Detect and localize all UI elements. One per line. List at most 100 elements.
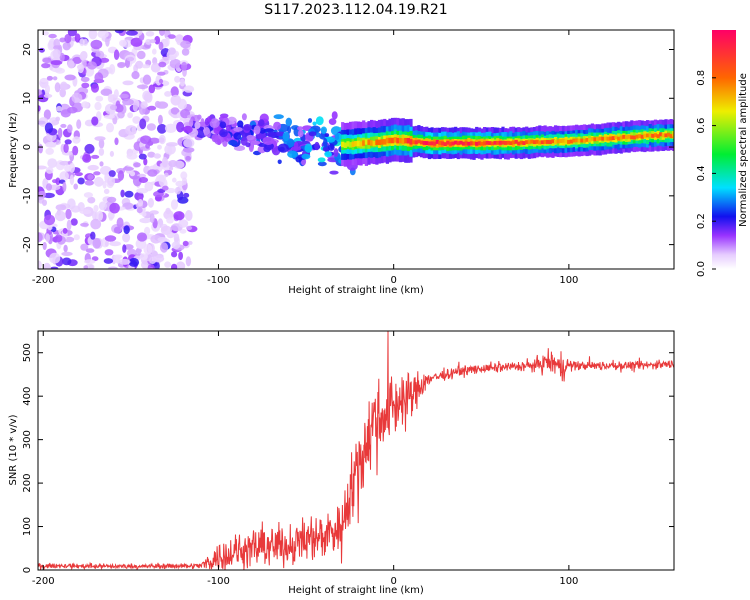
spectrogram-y-ticks: -20 -10 0 10 20 [22,43,674,253]
spectrogram-noise-blob [50,60,63,66]
snr-x-tick-label: -100 [207,576,230,587]
spectrogram-band-cell [611,136,615,140]
spectrogram-x-tick-label: 0 [390,275,396,286]
spectrogram-noise-blob [126,152,138,160]
spectrogram-noise-blob [103,188,110,195]
spectrogram-noise-blob [171,251,178,258]
spectrogram-band-cell [459,140,463,145]
colorbar-label: Normalized spectral amplitude [738,73,749,227]
snr-frame [37,330,675,571]
spectrogram-noise-blob [64,33,72,44]
spectrogram-noise-blob [81,101,90,109]
spectrogram-ridge-blob [320,126,327,134]
spectrogram-noise-blob [72,136,81,144]
spectrogram-noise-blob [145,31,155,37]
spectrogram-noise-blob [44,84,51,94]
spectrogram-band-cell [385,137,389,144]
snr-y-tick-label: 500 [22,343,33,362]
spectrogram-noise-blob [103,114,115,119]
spectrogram-band-cell [624,135,629,140]
spectrogram-noise-blob [45,183,53,191]
spectrogram-noise-blob [83,192,93,198]
spectrogram-noise-blob [136,50,146,60]
spectrogram-noise-blob [100,165,112,175]
snr-y-axis-label: SNR (10 * v/v) [8,414,19,485]
spectrogram-ridge-blob [233,126,243,132]
spectrogram-band-cell [477,141,481,146]
spectrogram-ridge-blob [219,121,227,129]
spectrogram-ridge-blob [331,111,338,120]
spectrogram-noise-blob [180,40,191,49]
spectrogram-band-cell [364,139,368,145]
spectrogram-noise-blob [38,165,47,170]
spectrogram-noise-blob [169,166,174,171]
spectrogram-x-ticks: -200 -100 0 100 [32,30,578,286]
spectrogram-noise-blob [162,185,169,191]
spectrogram-noise-blob [182,240,189,247]
spectrogram-band-cell [409,139,413,145]
spectrogram-noise-blob [150,234,162,244]
spectrogram-noise-blob [116,217,124,229]
spectrogram-noise-blob [80,76,90,82]
spectrogram-band-cell [446,140,450,145]
spectrogram-band-cell [569,139,573,144]
spectrogram-noise-blob [104,249,114,256]
spectrogram-band-cell [506,140,510,145]
spectrogram-noise-blob [133,162,141,168]
spectrogram-ridge-blob [277,143,289,153]
spectrogram-noise-blob [73,183,78,190]
spectrogram-band-cell [493,140,497,145]
spectrogram-band-cell [464,141,468,146]
spectrogram-band-cell [561,138,566,143]
spectrogram-noise-blob [87,164,99,171]
spectrogram-band-cell [372,140,376,147]
spectrogram-ridge-blob [228,139,238,146]
spectrogram-noise-blob [72,145,79,156]
spectrogram-noise-blob [99,161,104,167]
spectrogram-ridge-blob [334,133,340,141]
spectrogram-x-axis-label: Height of straight line (km) [288,285,424,296]
snr-y-tick-label: 0 [22,567,33,573]
spectrogram-ridge-blob [301,153,311,160]
spectrogram-noise-blob [171,241,181,250]
spectrogram-band-cell [498,140,502,145]
spectrogram-band-cell [341,141,345,148]
chart-title: S117.2023.112.04.19.R21 [264,2,447,18]
spectrogram-noise-blob [115,104,124,113]
spectrogram-ridge-blob [277,159,282,165]
spectrogram-noise-blob [179,78,186,87]
spectrogram-noise-blob [135,247,142,254]
spectrogram-band-cell [483,141,487,146]
spectrogram-noise-blob [62,41,71,51]
spectrogram-band-cell [651,133,655,138]
spectrogram-noise-blob [55,105,63,112]
spectrogram-noise-blob [180,171,188,180]
spectrogram-band-cell [606,136,610,141]
spectrogram-noise-blob [132,102,138,112]
spectrogram-noise-blob [127,112,133,119]
spectrogram-noise-blob [166,142,178,147]
spectrogram-noise-blob [74,33,81,43]
colorbar: 0.0 0.2 0.4 0.6 0.8 Normalized spectral ampl… [696,30,749,277]
spectrogram-noise-blob [161,156,168,168]
spectrogram-noise-blob [81,82,90,89]
spectrogram-noise-blob [87,61,97,70]
spectrogram-band-cell [490,141,495,146]
spectrogram-noise-blob [136,232,148,242]
spectrogram-band-cell [519,140,523,145]
spectrogram-ridge-blob [307,118,313,123]
spectrogram-band-cell [540,140,544,145]
spectrogram-ridge-blob [312,121,317,126]
spectrogram-noise-blob [99,57,110,63]
spectrogram-noise-blob [131,71,140,80]
spectrogram-band-cell [585,137,589,142]
spectrogram-noise-blob [158,175,165,187]
spectrogram-noise-blob [154,35,161,45]
spectrogram-band-cell [467,137,471,146]
spectrogram-noise-blob [139,253,148,261]
spectrogram-band-cell [656,134,660,139]
spectrogram-noise-blob [84,259,96,265]
spectrogram-band-cell [588,138,592,143]
snr-y-tick-label: 400 [22,387,33,406]
